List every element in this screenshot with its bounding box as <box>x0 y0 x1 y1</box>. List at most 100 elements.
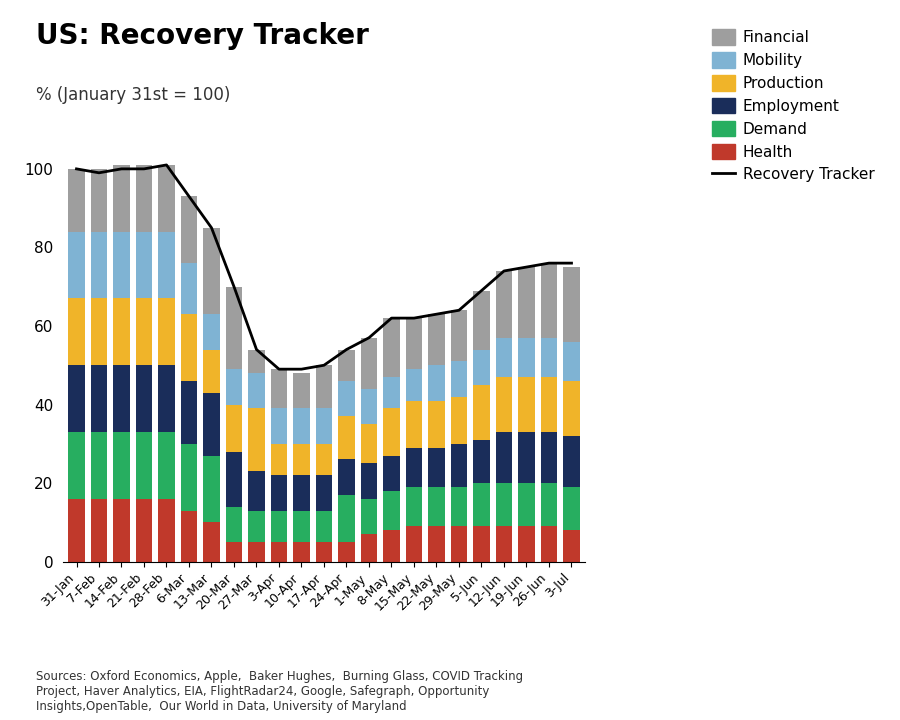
Bar <box>226 542 242 562</box>
Bar <box>158 299 175 365</box>
Bar <box>383 491 400 530</box>
Legend: Financial, Mobility, Production, Employment, Demand, Health, Recovery Tracker: Financial, Mobility, Production, Employm… <box>712 30 875 182</box>
Bar <box>473 483 490 526</box>
Bar <box>293 444 310 475</box>
Bar <box>338 459 355 495</box>
Bar <box>451 526 467 562</box>
Bar <box>113 432 130 499</box>
Bar <box>113 165 130 232</box>
Bar <box>136 432 152 499</box>
Bar <box>563 487 580 530</box>
Recovery Tracker <box>409 314 419 323</box>
Bar <box>406 487 422 526</box>
Bar <box>518 338 535 377</box>
Recovery Tracker <box>454 306 464 315</box>
Bar <box>316 475 332 510</box>
Bar <box>293 475 310 510</box>
Bar <box>473 291 490 349</box>
Bar <box>136 232 152 299</box>
Bar <box>316 542 332 562</box>
Recovery Tracker <box>431 310 442 318</box>
Bar <box>406 318 422 369</box>
Bar <box>428 365 445 400</box>
Text: US: Recovery Tracker: US: Recovery Tracker <box>36 22 369 50</box>
Recovery Tracker <box>499 266 509 275</box>
Bar <box>68 299 85 365</box>
Bar <box>428 448 445 487</box>
Bar <box>316 365 332 408</box>
Bar <box>406 400 422 448</box>
Recovery Tracker <box>296 365 307 374</box>
Bar <box>338 381 355 416</box>
Bar <box>91 432 107 499</box>
Bar <box>203 349 220 392</box>
Bar <box>271 475 287 510</box>
Bar <box>473 385 490 440</box>
Bar <box>406 526 422 562</box>
Recovery Tracker <box>386 314 397 323</box>
Bar <box>181 314 197 381</box>
Bar <box>428 314 445 365</box>
Bar <box>451 444 467 487</box>
Bar <box>68 432 85 499</box>
Bar <box>181 381 197 444</box>
Bar <box>91 232 107 299</box>
Bar <box>473 440 490 483</box>
Bar <box>226 287 242 369</box>
Recovery Tracker <box>544 258 554 267</box>
Bar <box>451 397 467 444</box>
Bar <box>541 377 557 432</box>
Bar <box>496 377 512 432</box>
Bar <box>113 499 130 562</box>
Bar <box>271 369 287 408</box>
Bar <box>473 526 490 562</box>
Bar <box>248 373 265 408</box>
Bar <box>158 232 175 299</box>
Bar <box>158 365 175 432</box>
Bar <box>293 408 310 444</box>
Bar <box>248 542 265 562</box>
Bar <box>451 310 467 361</box>
Bar <box>428 400 445 448</box>
Bar <box>113 232 130 299</box>
Bar <box>113 299 130 365</box>
Bar <box>518 377 535 432</box>
Bar <box>158 165 175 232</box>
Bar <box>338 416 355 459</box>
Bar <box>541 526 557 562</box>
Bar <box>563 530 580 562</box>
Bar <box>338 495 355 542</box>
Bar <box>136 299 152 365</box>
Recovery Tracker <box>139 165 149 174</box>
Recovery Tracker <box>206 223 217 232</box>
Recovery Tracker <box>274 365 284 374</box>
Bar <box>91 499 107 562</box>
Bar <box>293 542 310 562</box>
Bar <box>473 349 490 385</box>
Recovery Tracker <box>161 161 172 169</box>
Bar <box>361 534 377 562</box>
Bar <box>316 408 332 444</box>
Bar <box>248 349 265 373</box>
Bar <box>361 424 377 464</box>
Bar <box>158 432 175 499</box>
Bar <box>68 169 85 232</box>
Bar <box>226 507 242 542</box>
Bar <box>563 436 580 487</box>
Bar <box>338 349 355 381</box>
Bar <box>383 530 400 562</box>
Bar <box>203 456 220 522</box>
Recovery Tracker <box>364 333 374 342</box>
Bar <box>271 444 287 475</box>
Bar <box>203 522 220 562</box>
Bar <box>541 263 557 338</box>
Bar <box>91 169 107 232</box>
Bar <box>293 373 310 408</box>
Bar <box>68 365 85 432</box>
Recovery Tracker <box>476 287 487 295</box>
Bar <box>316 510 332 542</box>
Recovery Tracker <box>566 258 577 267</box>
Bar <box>563 381 580 436</box>
Line: Recovery Tracker: Recovery Tracker <box>76 165 572 369</box>
Bar <box>226 369 242 405</box>
